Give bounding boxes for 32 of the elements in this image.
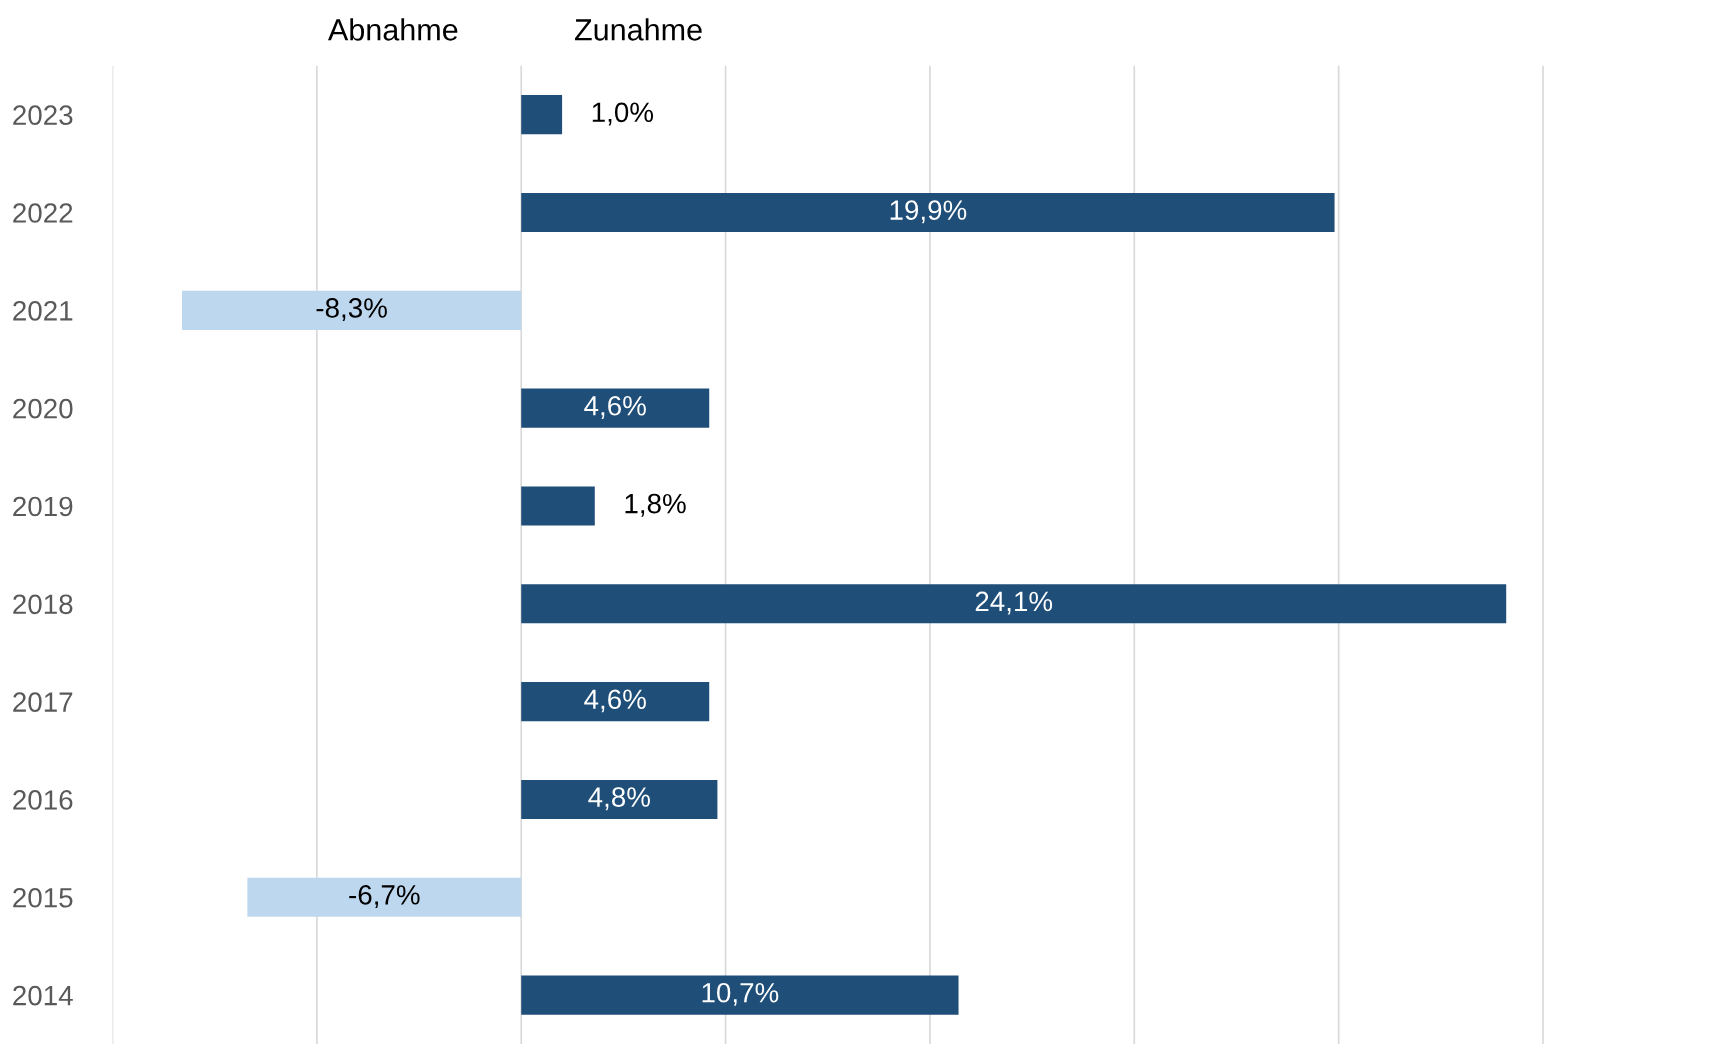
data-label: 4,6% — [584, 689, 646, 713]
data-label: -8,3% — [316, 298, 387, 322]
data-label: 10,7% — [702, 982, 779, 1006]
bar — [521, 682, 710, 722]
y-tick-label: 2016 — [13, 790, 73, 810]
text: Abnahme — [327, 18, 458, 41]
y-tick-label: 2018 — [13, 594, 73, 615]
bar — [521, 486, 595, 526]
y-tick-label: 2021 — [13, 301, 73, 321]
data-label: 19,9% — [890, 200, 967, 224]
bar — [521, 975, 959, 1015]
data-label: 4,6% — [584, 395, 646, 419]
y-tick-label: 2017 — [13, 692, 73, 712]
data-label: -6,7% — [349, 885, 420, 908]
y-tick-label: 2015 — [13, 887, 73, 908]
data-label: 1,0% — [592, 102, 654, 126]
y-tick-label: 2023 — [13, 105, 73, 126]
bar — [521, 95, 563, 135]
y-tick-label: 2019 — [13, 496, 73, 517]
bar — [521, 388, 710, 428]
text: Zunahme — [574, 18, 702, 41]
y-tick-label: 2022 — [13, 203, 73, 223]
data-label: 24,1% — [975, 591, 1053, 615]
bar — [521, 779, 718, 820]
data-label: 1,8% — [625, 493, 686, 517]
bar — [521, 584, 1507, 624]
y-tick-label: 2014 — [13, 985, 73, 1006]
y-tick-label: 2020 — [13, 398, 73, 419]
bar — [182, 290, 522, 330]
bar — [247, 877, 522, 917]
bar — [521, 192, 1335, 233]
data-label: 4,8% — [588, 787, 650, 811]
